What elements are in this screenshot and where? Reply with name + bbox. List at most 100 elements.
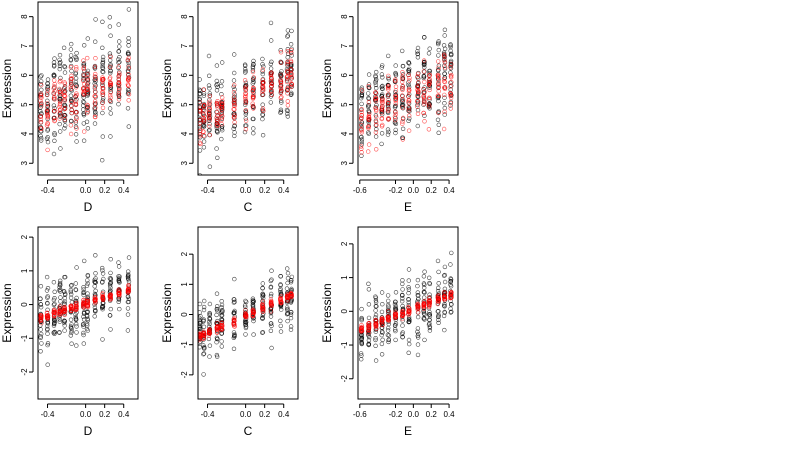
data-point [219, 101, 225, 106]
data-point [386, 129, 391, 135]
data-point [427, 46, 432, 51]
data-point [279, 299, 284, 304]
data-point [427, 312, 432, 317]
data-point [84, 119, 90, 125]
data-point [52, 73, 57, 78]
data-point [427, 95, 432, 101]
data-point [400, 287, 405, 292]
data-point [260, 304, 265, 309]
data-point [52, 132, 57, 138]
data-point [359, 137, 365, 142]
data-point [448, 103, 453, 108]
data-point [449, 61, 454, 67]
data-point [415, 342, 421, 347]
data-point [116, 277, 122, 282]
data-point [39, 87, 44, 93]
data-point [232, 70, 237, 76]
data-point [93, 299, 98, 304]
data-point [260, 56, 265, 62]
data-point [215, 304, 220, 309]
data-point [426, 102, 432, 107]
data-point [220, 308, 225, 313]
data-point [373, 105, 378, 111]
data-point [278, 274, 283, 279]
data-point [198, 173, 203, 175]
data-point [93, 17, 98, 22]
data-point [219, 136, 224, 142]
data-point [81, 43, 87, 48]
data-point [100, 296, 106, 302]
data-point [366, 325, 371, 330]
data-point [85, 302, 90, 308]
data-point [44, 101, 50, 106]
data-point [436, 98, 441, 104]
data-point [269, 323, 274, 328]
data-point [448, 93, 453, 99]
data-point [85, 107, 90, 113]
data-point [260, 69, 265, 74]
data-point [68, 317, 74, 322]
y-tick-label: 5 [340, 102, 349, 107]
y-axis-title: Expression [0, 283, 14, 342]
data-point [207, 115, 212, 121]
data-point [269, 300, 274, 305]
data-point [366, 281, 371, 286]
data-point [80, 290, 86, 295]
data-point [62, 64, 68, 70]
data-point [393, 130, 398, 136]
data-point [373, 134, 379, 139]
data-point [73, 321, 79, 327]
data-point [379, 65, 384, 70]
data-point [406, 118, 411, 124]
data-point [269, 321, 274, 326]
data-point [373, 98, 378, 103]
data-point [220, 128, 225, 133]
data-point [215, 307, 220, 312]
data-point [435, 288, 441, 294]
data-point [99, 280, 105, 285]
data-point [52, 81, 57, 87]
data-point [448, 65, 453, 70]
data-point [400, 335, 405, 340]
plot-frame [197, 226, 299, 400]
data-point [268, 309, 274, 314]
data-point [427, 302, 432, 307]
data-point [359, 146, 364, 151]
data-point [289, 53, 294, 58]
data-point [406, 316, 412, 322]
data-point [393, 78, 398, 84]
x-tick-label: -0.6 [353, 410, 367, 419]
data-point [45, 331, 50, 336]
data-point [436, 47, 441, 53]
data-point [69, 330, 74, 335]
data-point [359, 326, 364, 331]
data-point [284, 79, 290, 85]
data-point [85, 291, 90, 296]
data-point [427, 104, 432, 109]
data-point [406, 337, 412, 343]
data-point [107, 82, 113, 88]
data-point [359, 106, 364, 112]
data-point [73, 102, 79, 108]
data-point [45, 87, 51, 93]
data-point [415, 93, 420, 98]
data-point [251, 79, 256, 85]
data-point [100, 60, 105, 66]
data-point [52, 289, 57, 294]
data-point [285, 55, 290, 60]
data-point [52, 84, 57, 89]
point-group [358, 27, 454, 159]
data-point [57, 285, 62, 290]
data-point [284, 307, 290, 313]
data-point [232, 87, 237, 92]
data-point [231, 322, 236, 327]
data-point [421, 93, 427, 98]
data-point [415, 277, 421, 283]
data-point [260, 281, 265, 286]
data-point [386, 116, 391, 121]
data-point [44, 136, 50, 142]
data-point [232, 332, 237, 337]
data-point [125, 312, 131, 317]
data-point [416, 335, 421, 340]
data-point [359, 120, 364, 125]
